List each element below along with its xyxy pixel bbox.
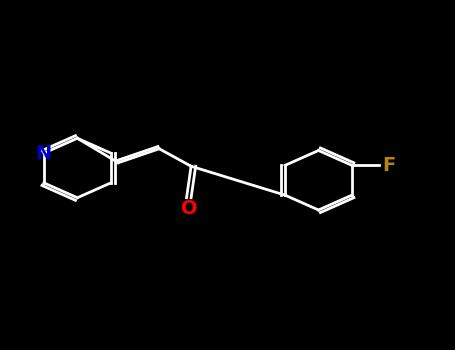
Text: O: O bbox=[181, 199, 197, 218]
Text: F: F bbox=[382, 156, 395, 175]
Text: N: N bbox=[36, 144, 52, 163]
